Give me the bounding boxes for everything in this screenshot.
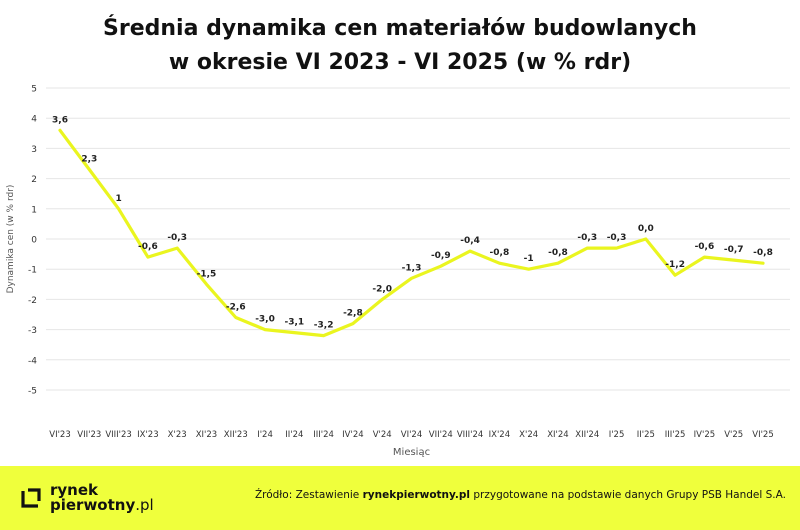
y-tick-label: 2 (31, 175, 37, 185)
x-tick-label: III'25 (665, 430, 686, 440)
y-tick-label: 0 (31, 236, 37, 246)
x-tick-label: I'25 (609, 430, 625, 440)
x-tick-label: XI'24 (547, 430, 568, 440)
x-tick-label: VIII'24 (457, 430, 484, 440)
x-tick-label: VII'24 (429, 430, 453, 440)
footer-bar: rynek pierwotny.pl Źródło: Zestawienie r… (0, 466, 800, 530)
logo-text: rynek pierwotny.pl (50, 483, 154, 513)
data-label: -0,3 (577, 233, 597, 243)
data-label: -2,0 (372, 284, 392, 294)
x-tick-label: I'24 (257, 430, 273, 440)
x-axis-label: Miesiąc (393, 447, 430, 458)
x-tick-label: V'24 (373, 430, 392, 440)
x-tick-label: VII'23 (77, 430, 101, 440)
data-label: -3,0 (255, 315, 275, 325)
logo-line-1: rynek (50, 481, 99, 499)
y-tick-label: -5 (28, 387, 37, 397)
y-tick-label: -1 (28, 266, 37, 276)
y-tick-label: 3 (31, 145, 37, 155)
source-prefix: Źródło: Zestawienie (254, 489, 363, 501)
x-tick-label: X'23 (168, 430, 187, 440)
x-tick-label: IX'24 (489, 430, 510, 440)
chart-title-line-2: w okresie VI 2023 - VI 2025 (w % rdr) (168, 50, 632, 75)
data-label: -1 (524, 254, 534, 264)
data-label: 0,0 (638, 224, 654, 234)
chart-title: Średnia dynamika cen materiałów budowlan… (0, 12, 800, 80)
y-tick-label: -3 (28, 326, 37, 336)
x-tick-label: VI'24 (401, 430, 422, 440)
grid-lines (46, 87, 790, 391)
y-tick-label: -4 (28, 356, 37, 366)
x-tick-label: XI'23 (196, 430, 217, 440)
data-label: -0,4 (460, 236, 480, 246)
x-tick-label: XII'23 (224, 430, 248, 440)
logo[interactable]: rynek pierwotny.pl (20, 480, 154, 516)
x-tick-label: XII'24 (575, 430, 599, 440)
y-tick-label: 1 (31, 205, 37, 215)
data-label: -0,3 (167, 233, 187, 243)
data-label: -0,8 (753, 248, 773, 258)
data-label: -1,3 (402, 263, 422, 273)
logo-bracket-icon (21, 488, 41, 508)
x-tick-label: II'25 (637, 430, 655, 440)
data-label: 2,3 (81, 155, 97, 165)
x-tick-label: X'24 (519, 430, 538, 440)
x-tick-label: VI'23 (49, 430, 70, 440)
data-label: -0,6 (138, 242, 158, 252)
data-label: -2,6 (226, 303, 246, 313)
logo-suffix: .pl (135, 496, 154, 514)
y-tick-label: 4 (31, 115, 37, 125)
data-label: -0,9 (431, 251, 451, 261)
data-labels: 3,6 2,3 1 -0,6 -0,3 -1,5 -2,6 -3,0 -3,1 -3,2 -2,8 -… (52, 115, 773, 330)
line-chart: 5 4 3 2 1 0 -1 -2 -3 -4 -5 VI'23 VII'23 VIII'23 IX'23… (6, 85, 790, 458)
x-tick-label: IV'24 (342, 430, 363, 440)
x-tick-label: III'24 (313, 430, 334, 440)
series-line (58, 128, 765, 338)
data-label: -3,1 (284, 318, 304, 328)
source-suffix: przygotowane na podstawie danych Grupy P… (470, 489, 786, 501)
data-label: -3,2 (314, 321, 334, 331)
data-label: -0,3 (607, 233, 627, 243)
source-note: Źródło: Zestawienie rynekpierwotny.pl pr… (255, 489, 786, 501)
x-tick-label: VIII'23 (105, 430, 132, 440)
data-label: -0,8 (490, 248, 510, 258)
data-label: -0,8 (548, 248, 568, 258)
series-layer (58, 128, 765, 338)
y-tick-label: 5 (31, 85, 37, 95)
logo-line-2: pierwotny (50, 496, 136, 514)
x-tick-label: IX'23 (137, 430, 158, 440)
y-axis-label: Dynamika cen (w % rdr) (6, 185, 16, 294)
x-tick-label: IV'25 (694, 430, 715, 440)
x-tick-label: II'24 (285, 430, 303, 440)
data-label: -0,6 (695, 242, 715, 252)
data-label: -0,7 (724, 245, 744, 255)
x-axis-ticks: VI'23 VII'23 VIII'23 IX'23 X'23 XI'23 XII'23 I'… (49, 430, 773, 440)
source-brand-link[interactable]: rynekpierwotny.pl (362, 489, 471, 501)
x-tick-label: VI'25 (752, 430, 773, 440)
chart-title-line-1: Średnia dynamika cen materiałów budowlan… (103, 16, 697, 41)
y-axis-ticks: 5 4 3 2 1 0 -1 -2 -3 -4 -5 (28, 85, 37, 397)
y-tick-label: -2 (28, 296, 37, 306)
data-label: -2,8 (343, 309, 363, 319)
x-tick-label: V'25 (724, 430, 743, 440)
data-label: -1,2 (665, 260, 685, 270)
data-label: 1 (115, 194, 121, 204)
data-label: 3,6 (52, 115, 68, 125)
data-label: -1,5 (197, 269, 217, 279)
